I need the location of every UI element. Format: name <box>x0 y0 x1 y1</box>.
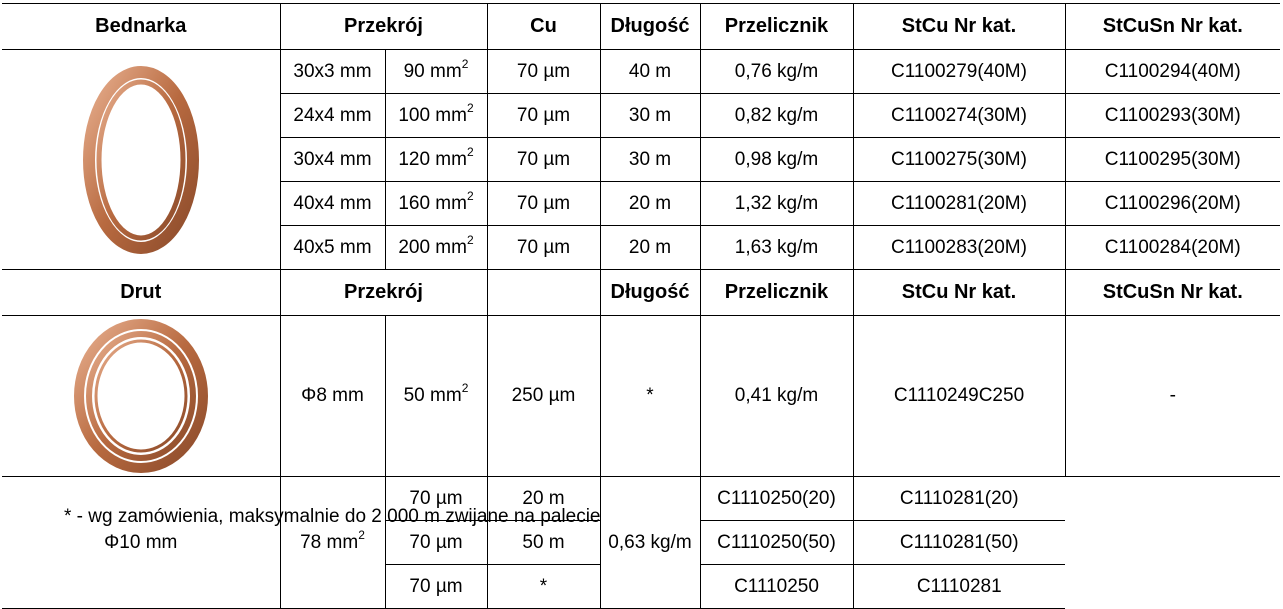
area: 100 mm2 <box>384 93 488 138</box>
length: * <box>486 564 601 609</box>
copper-wire-coil-image <box>73 319 208 473</box>
stcusn-catalog-number: C1100284(20M) <box>1064 225 1280 270</box>
length: 30 m <box>599 93 701 138</box>
footnote: * - wg zamówienia, maksymalnie do 2 000 … <box>64 506 601 527</box>
header-stcu: StCu Nr kat. <box>852 3 1066 50</box>
length: * <box>599 315 701 477</box>
cu-thickness: 70 µm <box>486 93 601 138</box>
length: 20 m <box>486 476 601 521</box>
header-drut: Drut <box>2 269 281 316</box>
cu-thickness: 70 µm <box>486 181 601 226</box>
stcusn-catalog-number: C1100295(30M) <box>1064 137 1280 182</box>
header-przelicznik: Przelicznik <box>699 3 854 50</box>
table-row: 30x3 mm 90 mm2 70 µm 40 m 0,76 kg/m C110… <box>2 49 1280 270</box>
stcusn-catalog-number: C1110281(50) <box>852 520 1065 565</box>
table-row: 40x4 mm 160 mm2 70 µm 20 m 1,32 kg/m C11… <box>2 181 1280 226</box>
dimension: Φ10 mm <box>2 476 281 609</box>
conversion: 1,63 kg/m <box>699 225 854 270</box>
stcu-catalog-number: C1110249C250 <box>852 315 1066 477</box>
stcusn-catalog-number: C1110281(20) <box>852 476 1065 521</box>
table-row: 30x4 mm 120 mm2 70 µm 30 m 0,98 kg/m C11… <box>2 137 1280 182</box>
header-bednarka: Bednarka <box>2 3 281 50</box>
header-dlugosc: Długość <box>599 269 701 316</box>
conversion: 0,98 kg/m <box>699 137 854 182</box>
header-przekroj: Przekrój <box>279 269 488 316</box>
cu-thickness: 70 µm <box>385 564 488 609</box>
area: 78 mm2 <box>279 476 386 609</box>
dimension: 30x3 mm <box>279 49 386 94</box>
bednarka-image-cell <box>2 49 281 270</box>
stcusn-catalog-number: C1110281 <box>852 564 1065 609</box>
stcu-catalog-number: C1110250(50) <box>699 520 854 565</box>
header-dlugosc: Długość <box>599 3 701 50</box>
length: 20 m <box>599 225 701 270</box>
conversion: 0,41 kg/m <box>699 315 854 477</box>
header-stcu: StCu Nr kat. <box>852 269 1066 316</box>
table-row: Φ8 mm 50 mm2 250 µm * 0,41 kg/m C1110249… <box>2 315 1280 477</box>
copper-strip-coil-image <box>82 65 199 254</box>
area: 120 mm2 <box>384 137 488 182</box>
stcusn-catalog-number: C1100296(20M) <box>1064 181 1280 226</box>
conversion: 0,82 kg/m <box>699 93 854 138</box>
header-empty <box>486 269 601 316</box>
area: 160 mm2 <box>384 181 488 226</box>
header-stcusn: StCuSn Nr kat. <box>1064 269 1280 316</box>
length: 30 m <box>599 137 701 182</box>
drut-image-cell <box>2 315 281 477</box>
cu-thickness: 70 µm <box>384 476 488 521</box>
header-cu: Cu <box>486 3 601 50</box>
stcu-catalog-number: C1100275(30M) <box>852 137 1066 182</box>
stcu-catalog-number: C1100283(20M) <box>852 225 1066 270</box>
stcu-catalog-number: C1100279(40M) <box>852 49 1066 94</box>
stcu-catalog-number: C1110250(20) <box>699 476 854 521</box>
dimension: 40x5 mm <box>280 225 386 270</box>
dimension: 40x4 mm <box>280 181 386 226</box>
cu-thickness: 250 µm <box>486 315 601 477</box>
table-row: 24x4 mm 100 mm2 70 µm 30 m 0,82 kg/m C11… <box>2 93 1280 138</box>
stcusn-catalog-number: - <box>1064 315 1280 477</box>
header-przelicznik: Przelicznik <box>699 269 854 316</box>
stcu-catalog-number: C1100281(20M) <box>852 181 1066 226</box>
area: 50 mm2 <box>384 315 488 477</box>
stcusn-catalog-number: C1100294(40M) <box>1064 49 1280 94</box>
conversion: 1,32 kg/m <box>699 181 854 226</box>
cu-thickness: 70 µm <box>486 225 601 270</box>
cu-thickness: 70 µm <box>486 49 601 94</box>
cu-thickness: 70 µm <box>486 137 601 182</box>
length: 40 m <box>599 49 701 94</box>
conversion: 0,63 kg/m <box>599 476 701 609</box>
dimension: 30x4 mm <box>280 137 386 182</box>
stcusn-catalog-number: C1100293(30M) <box>1064 93 1280 138</box>
header-przekroj: Przekrój <box>279 3 488 50</box>
stcu-catalog-number: C1100274(30M) <box>852 93 1066 138</box>
dimension: 24x4 mm <box>280 93 386 138</box>
length: 20 m <box>599 181 701 226</box>
area: 200 mm2 <box>384 225 488 270</box>
conversion: 0,76 kg/m <box>699 49 854 94</box>
drut-header-row: Drut Przekrój Długość Przelicznik StCu N… <box>2 269 1280 316</box>
dimension: Φ8 mm <box>279 315 386 477</box>
stcu-catalog-number: C1110250 <box>699 564 854 609</box>
header-stcusn: StCuSn Nr kat. <box>1064 3 1280 50</box>
area: 90 mm2 <box>384 49 488 94</box>
bednarka-header-row: Bednarka Przekrój Cu Długość Przelicznik… <box>2 3 1280 50</box>
